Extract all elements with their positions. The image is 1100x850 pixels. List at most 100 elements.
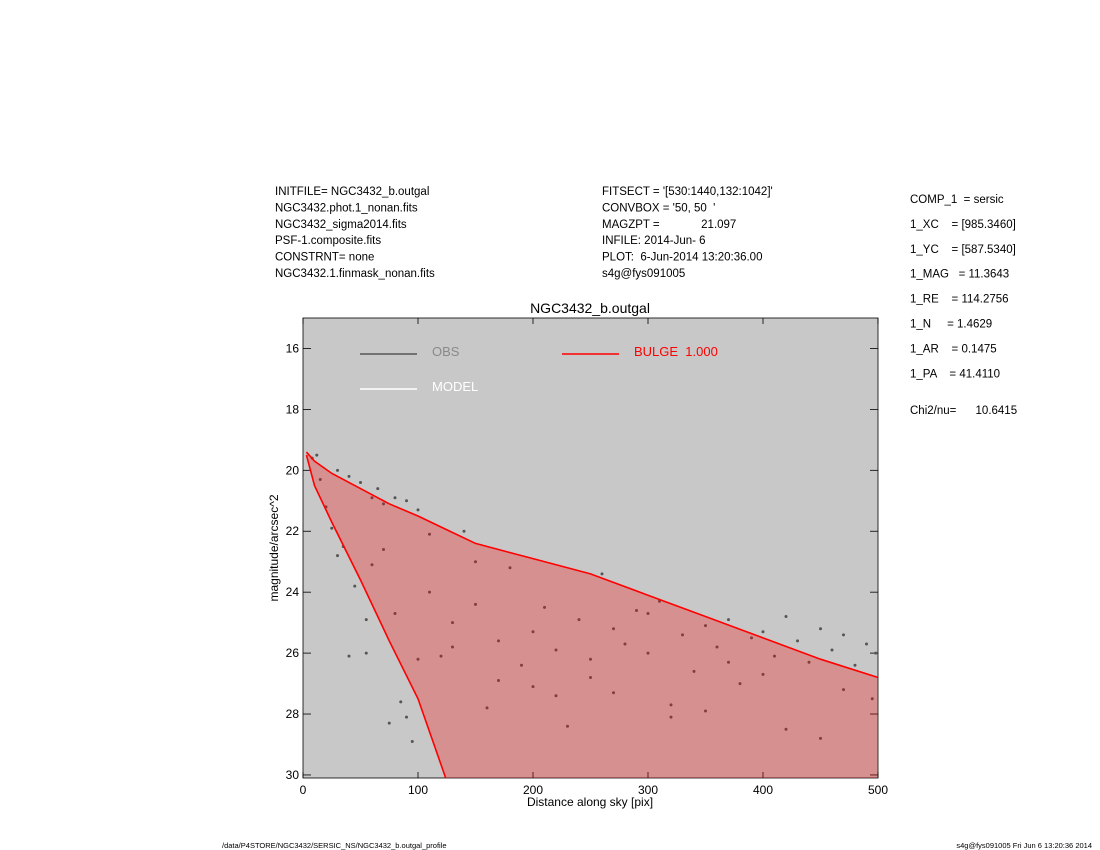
obs-point [428, 532, 431, 536]
param-line: 1_RE = 114.2756 [910, 294, 1009, 306]
y-tick-label: 22 [286, 524, 300, 538]
obs-point [318, 477, 322, 481]
obs-point [738, 682, 742, 686]
obs-point [405, 715, 408, 719]
obs-point [497, 639, 500, 643]
obs-point [330, 526, 334, 530]
obs-point [589, 657, 592, 661]
obs-point [819, 736, 822, 740]
obs-point [416, 657, 420, 661]
obs-point [531, 630, 535, 634]
obs-point [807, 660, 811, 664]
x-tick-label: 100 [408, 783, 428, 797]
param-line: 1_AR = 0.1475 [910, 343, 997, 355]
plot-content [305, 451, 878, 778]
obs-point [646, 611, 650, 615]
y-tick-label: 28 [286, 707, 300, 721]
obs-point [870, 697, 874, 701]
y-tick-label: 26 [286, 646, 300, 660]
obs-point [382, 548, 385, 552]
obs-point [830, 648, 834, 652]
obs-point [853, 663, 857, 667]
param-line: 1_N = 1.4629 [910, 319, 992, 331]
obs-point [474, 602, 477, 606]
x-tick-label: 0 [300, 783, 307, 797]
obs-point [393, 496, 397, 500]
obs-point [364, 618, 368, 622]
obs-point [370, 496, 374, 500]
header-line: PSF-1.composite.fits [275, 235, 381, 247]
obs-point [387, 721, 391, 725]
obs-point [761, 672, 765, 676]
obs-point [704, 709, 707, 713]
header-line: FITSECT = '[530:1440,132:1042]' [602, 186, 773, 198]
param-line: 1_PA = 41.4110 [910, 368, 1000, 380]
y-tick-label: 24 [286, 585, 300, 599]
footer-right: s4g@fys091005 Fri Jun 6 13:20:36 2014 [956, 841, 1092, 850]
obs-point [784, 727, 788, 731]
header-line: NGC3432.phot.1_nonan.fits [275, 202, 418, 214]
param-line: COMP_1 = sersic [910, 194, 1004, 206]
x-tick-label: 400 [753, 783, 773, 797]
obs-point [353, 584, 357, 588]
obs-point [543, 605, 546, 609]
param-line: 1_YC = [587.5340] [910, 244, 1016, 256]
obs-point [784, 615, 788, 619]
obs-point [612, 627, 615, 631]
obs-point [347, 474, 351, 478]
obs-point [635, 608, 638, 612]
obs-point [336, 554, 339, 558]
model-edge [305, 454, 447, 778]
obs-point [623, 642, 627, 646]
obs-point [842, 633, 845, 637]
model-band [306, 452, 878, 778]
obs-point [692, 669, 696, 673]
obs-point [669, 703, 673, 707]
obs-point [315, 453, 319, 457]
obs-point [727, 660, 730, 664]
obs-point [399, 700, 403, 704]
legend-label: BULGE 1.000 [634, 344, 718, 359]
header-line: PLOT: 6-Jun-2014 13:20:36.00 [602, 252, 762, 264]
plot-area [302, 317, 879, 779]
legend-label: MODEL [432, 379, 478, 394]
y-axis-label: magnitude/arcsec^2 [267, 494, 281, 601]
header-line: CONSTRNT= none [275, 252, 374, 264]
header-line: MAGZPT = 21.097 [602, 219, 736, 231]
model-edge [305, 451, 878, 679]
obs-point [376, 487, 380, 491]
obs-point [474, 560, 477, 564]
obs-point [393, 611, 397, 615]
obs-point [451, 621, 454, 625]
obs-point [428, 590, 431, 594]
obs-point [451, 645, 454, 649]
obs-point [364, 651, 368, 655]
obs-point [750, 636, 753, 640]
obs-point [485, 706, 489, 710]
obs-point [554, 648, 558, 652]
obs-point [865, 642, 868, 646]
obs-point [646, 651, 650, 655]
obs-point [439, 654, 443, 658]
obs-point [336, 468, 339, 472]
obs-point [410, 739, 414, 743]
x-tick-label: 200 [523, 783, 543, 797]
param-line: 1_XC = [985.3460] [910, 219, 1016, 231]
obs-point [405, 499, 408, 503]
obs-point [577, 618, 581, 622]
header-line: INFILE: 2014-Jun- 6 [602, 235, 706, 247]
y-tick-label: 18 [286, 402, 300, 416]
legend-label: OBS [432, 344, 460, 359]
obs-point [382, 502, 385, 506]
obs-point [681, 633, 684, 637]
obs-point [773, 654, 776, 658]
header-line: s4g@fys091005 [602, 268, 685, 280]
header-line: NGC3432_sigma2014.fits [275, 219, 407, 231]
obs-point [462, 529, 466, 533]
obs-point [566, 724, 569, 728]
header-line: CONVBOX = '50, 50 ' [602, 202, 715, 214]
obs-point [508, 566, 512, 570]
obs-point [669, 715, 673, 719]
obs-point [704, 624, 707, 628]
obs-point [416, 508, 420, 512]
